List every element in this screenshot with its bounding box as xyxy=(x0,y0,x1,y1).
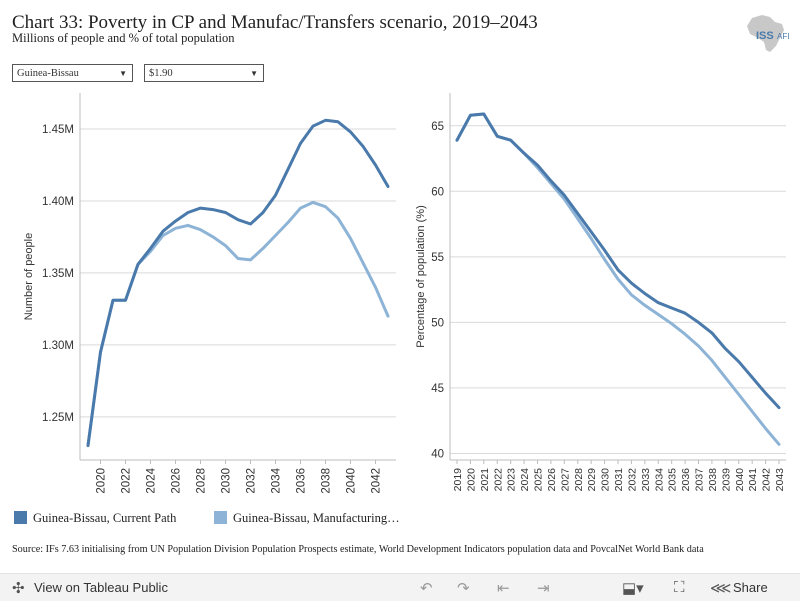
y-axis-label: Percentage of population (%) xyxy=(415,205,427,347)
y-tick-label: 65 xyxy=(431,121,444,133)
tableau-icon: ✣ xyxy=(12,580,25,597)
x-tick-label: 2036 xyxy=(296,468,308,494)
x-tick-label: 2038 xyxy=(321,468,333,494)
legend-label-manufacturing: Guinea-Bissau, Manufacturing… xyxy=(233,511,400,525)
x-tick-label: 2039 xyxy=(720,468,732,492)
chevron-down-icon: ▼ xyxy=(119,69,127,78)
x-tick-label: 2020 xyxy=(465,468,477,492)
legend-swatch-manufacturing xyxy=(214,511,227,524)
chart-title: Chart 33: Poverty in CP and Manufac/Tran… xyxy=(12,12,538,33)
y-tick-label: 55 xyxy=(431,252,444,264)
chart-subtitle: Millions of people and % of total popula… xyxy=(12,31,235,45)
x-tick-label: 2020 xyxy=(96,468,108,494)
y-tick-label: 60 xyxy=(431,186,444,198)
threshold-select-value: $1.90 xyxy=(149,68,173,79)
x-tick-label: 2028 xyxy=(196,468,208,494)
threshold-select[interactable]: $1.90 ▼ xyxy=(144,64,264,82)
fullscreen-icon[interactable]: ⛶ xyxy=(674,579,685,596)
chevron-down-icon: ▼ xyxy=(250,69,258,78)
view-on-tableau-link[interactable]: View on Tableau Public xyxy=(34,580,168,595)
y-tick-label: 1.40M xyxy=(42,196,74,208)
series-line-current-path[interactable] xyxy=(455,112,781,410)
chart-number-of-people: 1.25M 1.30M 1.35M 1.40M 1.45M 2020 2022 2024 202… xyxy=(23,93,396,494)
x-tick-label: 2031 xyxy=(613,468,625,492)
redo-icon[interactable]: ↷ xyxy=(457,580,470,597)
revert-icon[interactable]: ⇤ xyxy=(497,580,510,597)
x-tick-label: 2019 xyxy=(452,468,464,492)
x-tick-label: 2024 xyxy=(146,467,158,493)
x-tick-label: 2043 xyxy=(774,468,786,492)
x-tick-label: 2042 xyxy=(371,468,383,494)
x-tick-label: 2024 xyxy=(519,468,531,492)
x-tick-label: 2042 xyxy=(761,468,773,492)
africa-map-icon xyxy=(747,15,784,52)
chart-percentage-of-population: 40 45 50 55 60 65 2019 2020 2021 2022 2023 2024 2025… xyxy=(415,93,786,491)
logo-text: ISS xyxy=(756,30,774,42)
x-tick-label: 2036 xyxy=(680,468,692,492)
x-tick-label: 2026 xyxy=(171,468,183,494)
x-tick-label: 2034 xyxy=(271,467,283,493)
series-line-current-path[interactable] xyxy=(86,118,390,448)
logo-subtext: AFI xyxy=(777,32,789,41)
x-tick-label: 2025 xyxy=(533,468,545,492)
country-select[interactable]: Guinea-Bissau ▼ xyxy=(12,64,133,82)
y-tick-label: 50 xyxy=(431,317,444,329)
iss-afi-logo: ISS AFI xyxy=(747,15,789,52)
forward-icon[interactable]: ⇥ xyxy=(537,580,550,597)
x-tick-label: 2029 xyxy=(586,468,598,492)
share-button[interactable]: Share xyxy=(733,580,768,595)
y-tick-label: 1.35M xyxy=(42,268,74,280)
y-tick-label: 1.30M xyxy=(42,340,74,352)
x-tick-label: 2041 xyxy=(747,468,759,492)
x-tick-label: 2022 xyxy=(492,468,504,492)
country-select-value: Guinea-Bissau xyxy=(17,68,79,79)
x-tick-label: 2040 xyxy=(734,468,746,492)
x-tick-label: 2027 xyxy=(559,468,571,492)
x-tick-label: 2040 xyxy=(346,468,358,494)
series-line-manufacturing[interactable] xyxy=(86,200,390,448)
undo-icon[interactable]: ↶ xyxy=(420,580,433,597)
legend-item-current-path[interactable]: Guinea-Bissau, Current Path xyxy=(14,511,176,526)
download-icon[interactable]: ⬓▾ xyxy=(622,580,644,597)
x-tick-label: 2037 xyxy=(694,468,706,492)
x-tick-label: 2026 xyxy=(546,468,558,492)
x-tick-label: 2035 xyxy=(667,468,679,492)
y-tick-label: 40 xyxy=(431,448,444,460)
y-axis-label: Number of people xyxy=(23,233,35,320)
x-tick-label: 2021 xyxy=(479,468,491,492)
y-tick-label: 1.25M xyxy=(42,412,74,424)
x-tick-label: 2030 xyxy=(600,468,612,492)
x-tick-label: 2033 xyxy=(640,468,652,492)
x-tick-label: 2028 xyxy=(573,468,585,492)
x-tick-label: 2022 xyxy=(121,468,133,494)
share-icon: ⋘ xyxy=(710,580,732,597)
series-line-manufacturing[interactable] xyxy=(455,112,781,446)
x-tick-label: 2038 xyxy=(707,468,719,492)
x-tick-label: 2034 xyxy=(653,468,665,492)
x-tick-label: 2030 xyxy=(221,468,233,494)
x-tick-label: 2023 xyxy=(506,468,518,492)
legend-item-manufacturing[interactable]: Guinea-Bissau, Manufacturing… xyxy=(214,511,400,526)
tableau-footer: ✣ View on Tableau Public ↶ ↷ ⇤ ⇥ ⬓▾ ⛶ ⋘ … xyxy=(0,573,800,601)
x-tick-label: 2032 xyxy=(626,468,638,492)
legend-swatch-current-path xyxy=(14,511,27,524)
y-tick-label: 1.45M xyxy=(42,124,74,136)
x-tick-label: 2032 xyxy=(246,468,258,494)
y-tick-label: 45 xyxy=(431,383,444,395)
source-note: Source: IFs 7.63 initialising from UN Po… xyxy=(12,544,704,555)
legend-label-current-path: Guinea-Bissau, Current Path xyxy=(33,511,177,525)
